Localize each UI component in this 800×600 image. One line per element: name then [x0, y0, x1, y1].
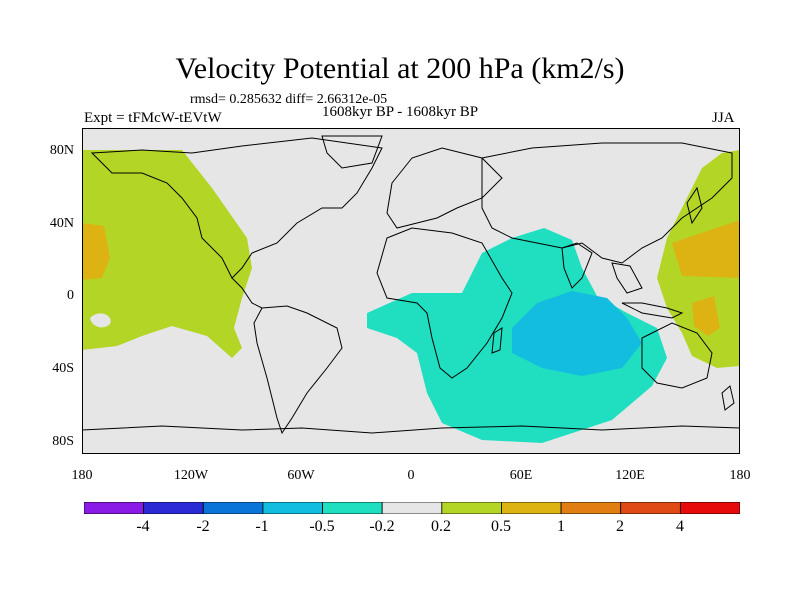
- x-tick-label: 120W: [173, 468, 209, 483]
- colorbar-label: 4: [676, 518, 684, 535]
- coast-india: [561, 242, 593, 289]
- coast-southeast-asia: [611, 262, 643, 294]
- colorbar: [84, 502, 740, 514]
- colorbar-label: 2: [616, 518, 624, 535]
- colorbar-swatch: [560, 502, 622, 514]
- colorbar-swatch: [322, 502, 383, 514]
- colorbar-swatch: [441, 502, 502, 514]
- x-tick-label: 180: [71, 468, 93, 483]
- negative-region-mid: [512, 291, 642, 376]
- positive-region-east-mid: [672, 220, 740, 278]
- chart-title: Velocity Potential at 200 hPa (km2/s): [175, 52, 625, 85]
- colorbar-swatch: [620, 502, 681, 514]
- x-tick-label: 60W: [287, 468, 315, 483]
- colorbar-label: 1: [557, 518, 565, 535]
- colorbar-label: -4: [136, 518, 150, 535]
- x-tick-label: 0: [407, 468, 415, 483]
- colorbar-swatch: [679, 502, 740, 514]
- coast-greenland: [321, 135, 383, 169]
- colorbar-swatch: [143, 502, 204, 514]
- positive-region-west-mid: [82, 223, 110, 280]
- coast-australia: [641, 322, 713, 389]
- positive-region-west-hole: [90, 313, 111, 328]
- colorbar-label: -2: [196, 518, 210, 535]
- coast-central-america: [231, 277, 263, 309]
- colorbar-swatch: [501, 502, 562, 514]
- x-tick-label: 180: [729, 468, 751, 483]
- colorbar-swatch: [381, 502, 443, 514]
- coast-antarctica: [82, 425, 740, 434]
- coast-asia: [481, 142, 733, 264]
- x-tick-label: 60E: [509, 468, 533, 483]
- coast-madagascar: [491, 327, 503, 354]
- y-tick-label: 40N: [49, 216, 74, 231]
- experiment-label: Expt = tFMcW-tEVtW: [84, 110, 222, 126]
- colorbar-label: 0.5: [491, 518, 511, 535]
- period-label: 1608kyr BP - 1608kyr BP: [322, 104, 479, 120]
- velocity-potential-map: [82, 128, 740, 454]
- y-tick-label: 0: [67, 288, 74, 303]
- colorbar-label: -1: [255, 518, 269, 535]
- x-tick-label: 120E: [615, 468, 645, 483]
- colorbar-label: -0.5: [309, 518, 335, 535]
- positive-region-east-south: [692, 296, 720, 336]
- stats-line: rmsd= 0.285632 diff= 2.66312e-05: [190, 92, 388, 107]
- colorbar-swatch: [202, 502, 264, 514]
- y-tick-label: 40S: [52, 361, 74, 376]
- y-tick-label: 80N: [49, 143, 74, 158]
- colorbar-label: 0.2: [431, 518, 451, 535]
- coastlines: [82, 135, 740, 435]
- coast-europe: [386, 147, 503, 229]
- coast-japan: [686, 186, 703, 225]
- y-tick-label: 80S: [52, 434, 74, 449]
- colorbar-label: -0.2: [369, 518, 395, 535]
- season-label: JJA: [712, 110, 735, 126]
- coast-africa: [376, 227, 513, 379]
- colorbar-swatch: [262, 502, 323, 514]
- coast-new-zealand: [721, 385, 735, 411]
- positive-region-west: [82, 150, 252, 358]
- coast-indonesia: [621, 302, 684, 319]
- colorbar-swatch: [84, 502, 145, 514]
- map-frame: [82, 128, 740, 454]
- coast-south-america: [253, 305, 343, 435]
- coast-north-america: [90, 137, 383, 279]
